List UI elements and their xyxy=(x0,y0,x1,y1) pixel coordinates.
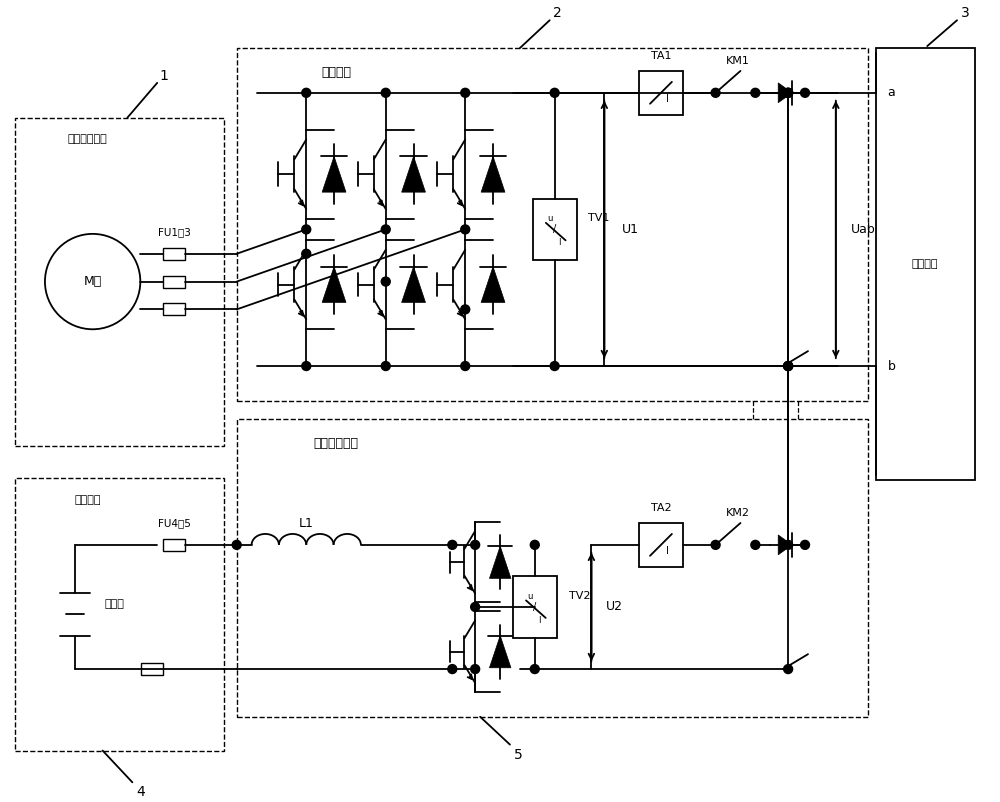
Text: L1: L1 xyxy=(299,516,314,529)
Circle shape xyxy=(381,88,390,97)
Circle shape xyxy=(784,362,793,371)
Text: 电源转换装置: 电源转换装置 xyxy=(314,437,359,450)
Text: u: u xyxy=(528,592,533,601)
Text: I: I xyxy=(558,238,560,247)
Text: U1: U1 xyxy=(622,223,639,236)
Circle shape xyxy=(530,665,539,674)
Circle shape xyxy=(461,305,470,314)
Text: b: b xyxy=(887,359,895,372)
Text: 蓄电池: 蓄电池 xyxy=(105,599,124,610)
Text: 2: 2 xyxy=(553,6,562,20)
Text: /: / xyxy=(533,602,536,612)
Circle shape xyxy=(232,541,241,549)
Text: Uab: Uab xyxy=(851,223,875,236)
Circle shape xyxy=(711,541,720,549)
Polygon shape xyxy=(481,267,505,302)
Circle shape xyxy=(302,249,311,258)
Text: M～: M～ xyxy=(84,275,102,288)
Circle shape xyxy=(461,225,470,234)
Circle shape xyxy=(784,362,793,371)
Circle shape xyxy=(448,665,457,674)
Text: 蓄电池组: 蓄电池组 xyxy=(74,495,101,505)
Text: KM1: KM1 xyxy=(726,56,749,66)
Circle shape xyxy=(471,541,480,549)
Text: I: I xyxy=(666,95,669,104)
Bar xyxy=(163,248,185,260)
Text: a: a xyxy=(887,87,895,99)
Text: FU1～3: FU1～3 xyxy=(158,227,191,237)
Circle shape xyxy=(448,541,457,549)
Polygon shape xyxy=(778,83,792,103)
Circle shape xyxy=(711,88,720,97)
Circle shape xyxy=(381,225,390,234)
Circle shape xyxy=(461,362,470,371)
Circle shape xyxy=(784,88,793,97)
Circle shape xyxy=(471,665,480,674)
Text: KM2: KM2 xyxy=(726,508,750,518)
Circle shape xyxy=(550,362,559,371)
Circle shape xyxy=(302,88,311,97)
Bar xyxy=(141,663,163,675)
Polygon shape xyxy=(489,635,511,668)
Text: /: / xyxy=(553,225,556,234)
Polygon shape xyxy=(322,267,346,302)
Text: 整流装置: 整流装置 xyxy=(321,67,351,79)
Bar xyxy=(163,276,185,288)
Circle shape xyxy=(784,665,793,674)
Circle shape xyxy=(784,88,793,97)
Text: 用电设备: 用电设备 xyxy=(912,259,938,269)
Polygon shape xyxy=(322,156,346,192)
Text: 1: 1 xyxy=(160,69,169,83)
Text: 4: 4 xyxy=(136,785,145,800)
Bar xyxy=(533,199,577,260)
Bar xyxy=(237,419,868,717)
Text: 5: 5 xyxy=(514,747,522,762)
Text: TA1: TA1 xyxy=(651,51,671,61)
Circle shape xyxy=(302,225,311,234)
Circle shape xyxy=(801,88,809,97)
Bar xyxy=(639,71,683,115)
Text: 柴油发电机组: 柴油发电机组 xyxy=(68,135,108,144)
Bar xyxy=(163,303,185,315)
Bar xyxy=(15,118,224,446)
Text: I: I xyxy=(666,546,669,557)
Circle shape xyxy=(801,541,809,549)
Circle shape xyxy=(784,541,793,549)
Circle shape xyxy=(751,541,760,549)
Circle shape xyxy=(381,362,390,371)
Bar xyxy=(15,478,224,751)
Text: u: u xyxy=(548,214,553,223)
Polygon shape xyxy=(402,267,425,302)
Bar xyxy=(163,539,185,551)
Bar xyxy=(639,523,683,567)
Polygon shape xyxy=(489,546,511,578)
Polygon shape xyxy=(481,156,505,192)
Circle shape xyxy=(461,88,470,97)
Text: I: I xyxy=(538,616,540,625)
Circle shape xyxy=(784,362,793,371)
Bar xyxy=(876,48,975,480)
Text: TV2: TV2 xyxy=(569,591,590,601)
Text: 3: 3 xyxy=(961,6,969,20)
Text: U2: U2 xyxy=(606,601,623,614)
Circle shape xyxy=(381,277,390,286)
Text: FU4～5: FU4～5 xyxy=(158,518,191,528)
Text: TV1: TV1 xyxy=(588,213,610,224)
Circle shape xyxy=(751,88,760,97)
Polygon shape xyxy=(402,156,425,192)
Bar xyxy=(513,577,557,638)
Circle shape xyxy=(302,362,311,371)
Polygon shape xyxy=(778,535,792,555)
Circle shape xyxy=(471,602,480,611)
Bar xyxy=(237,48,868,401)
Text: TA2: TA2 xyxy=(651,503,671,513)
Circle shape xyxy=(784,88,793,97)
Circle shape xyxy=(530,541,539,549)
Circle shape xyxy=(550,88,559,97)
